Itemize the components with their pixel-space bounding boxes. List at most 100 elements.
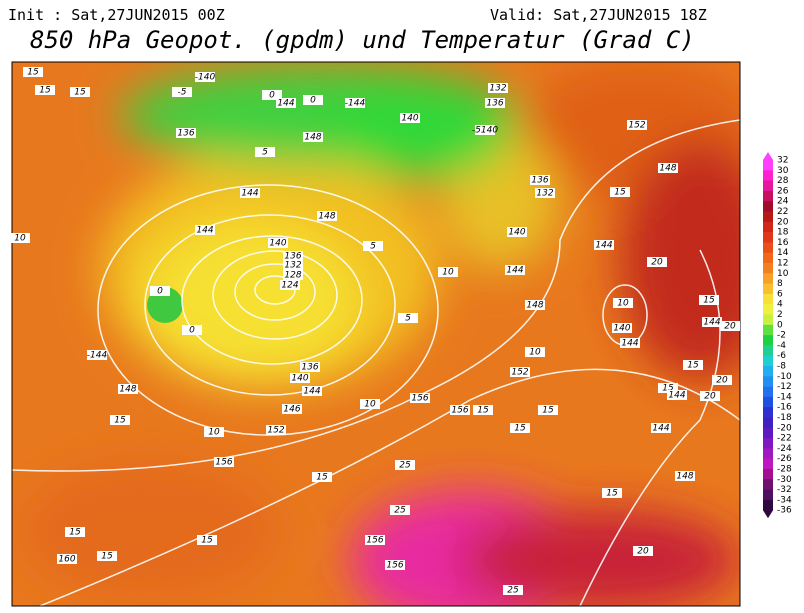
contour-label: 15: [703, 296, 715, 306]
colorbar-swatch: [763, 221, 773, 233]
colorbar-tick-label: 26: [777, 186, 789, 196]
colorbar-swatch: [763, 252, 773, 264]
colorbar-swatch: [763, 489, 773, 501]
contour-label: -5: [178, 88, 187, 98]
contour-label-bg: [266, 425, 286, 435]
contour-label: 10: [529, 348, 541, 358]
contour-label-bg: [667, 390, 687, 400]
contour-label: 15: [74, 88, 86, 98]
contour-label: 148: [304, 133, 321, 143]
colorbar-tick-label: -2: [777, 331, 786, 341]
contour-label: 20: [637, 547, 649, 557]
contour-label: 20: [651, 258, 663, 268]
colorbar-tick-label: 16: [777, 238, 789, 248]
init-time: Init : Sat,27JUN2015 00Z: [8, 6, 225, 24]
colorbar-swatch: [763, 335, 773, 346]
colorbar-swatch: [763, 324, 773, 336]
colorbar-tick-label: 6: [777, 289, 783, 299]
contour-label: 15: [477, 406, 489, 416]
colorbar-swatch: [763, 293, 773, 305]
colorbar-tick-label: -20: [777, 423, 792, 433]
contour-label: 146: [283, 405, 300, 415]
colorbar-swatch: [763, 201, 773, 212]
colorbar-swatch: [763, 211, 773, 223]
colorbar-tick-label: -4: [777, 341, 786, 351]
contour-label-bg: [57, 554, 77, 564]
colorbar-arrow-top: [763, 152, 773, 160]
contour-label: 15: [101, 552, 113, 562]
contour-label: 144: [303, 387, 320, 397]
colorbar-swatch: [763, 355, 773, 367]
contour-label-bg: [658, 383, 678, 393]
colorbar-swatch: [763, 242, 773, 254]
contour-label: -144: [345, 99, 366, 109]
contour-label-bg: [610, 187, 630, 197]
contour-label-bg: [176, 128, 196, 138]
colorbar-tick-label: -10: [777, 372, 792, 382]
contour-label: 5: [370, 242, 376, 252]
colorbar-swatch: [763, 304, 773, 315]
contour-label: 15: [69, 528, 81, 538]
contour-label: 156: [411, 394, 428, 404]
colorbar-swatch: [763, 376, 773, 388]
contour-label-bg: [398, 313, 418, 323]
contour-label-bg: [23, 67, 43, 77]
contour-label-bg: [363, 241, 383, 251]
colorbar-swatch: [763, 417, 773, 429]
contour-label-bg: [658, 163, 678, 173]
colorbar-swatch: [763, 345, 773, 357]
contour-label-bg: [612, 323, 632, 333]
colorbar-swatch: [763, 366, 773, 377]
colorbar-tick-label: -22: [777, 434, 792, 444]
contour-label-bg: [385, 560, 405, 570]
contour-label-bg: [530, 175, 550, 185]
colorbar-tick-label: -6: [777, 351, 786, 361]
colorbar-tick-label: 20: [777, 217, 789, 227]
colorbar-tick-label: 10: [777, 269, 789, 279]
contour-label: 140: [291, 374, 308, 384]
colorbar-tick-label: 22: [777, 207, 788, 217]
contour-label: 0: [189, 326, 195, 336]
colorbar-tick-label: 24: [777, 197, 789, 207]
contour-label: 15: [542, 406, 554, 416]
contour-label: 20: [724, 322, 736, 332]
contour-label-bg: [395, 460, 415, 470]
contour-label-bg: [360, 399, 380, 409]
colorbar-swatch: [763, 283, 773, 295]
contour-label-bg: [400, 113, 420, 123]
contour-label: 15: [606, 489, 618, 499]
contour-label-bg: [195, 72, 215, 82]
contour-label: 140: [269, 239, 286, 249]
colorbar-tick-label: -12: [777, 382, 792, 392]
contour-label-bg: [280, 280, 300, 290]
colorbar-tick-label: -8: [777, 362, 786, 372]
contour-label-bg: [390, 505, 410, 515]
contour-label: 156: [366, 536, 383, 546]
contour-label: 140: [401, 114, 418, 124]
contour-label: 144: [506, 266, 523, 276]
contour-label-bg: [312, 472, 332, 482]
contour-label: 15: [687, 361, 699, 371]
contour-label-bg: [712, 375, 732, 385]
contour-label: 148: [119, 385, 136, 395]
contour-label-bg: [97, 551, 117, 561]
colorbar-swatch: [763, 438, 773, 449]
map-title: 850 hPa Geopot. (gpdm) und Temperatur (G…: [30, 26, 695, 54]
contour-label: 132: [536, 189, 553, 199]
contour-label: 15: [201, 536, 213, 546]
valid-time: Valid: Sat,27JUN2015 18Z: [490, 6, 707, 24]
colorbar-tick-label: -16: [777, 403, 792, 413]
contour-label: 128: [284, 271, 301, 281]
colorbar-swatch: [763, 448, 773, 460]
colorbar-swatch: [763, 160, 773, 171]
colorbar-tick-label: 12: [777, 259, 788, 269]
colorbar-tick-label: -14: [777, 392, 792, 402]
contour-label: 152: [628, 121, 645, 131]
colorbar-swatch: [763, 314, 773, 326]
contour-label-bg: [35, 85, 55, 95]
contour-label: 148: [659, 164, 676, 174]
contour-label: 148: [676, 472, 693, 482]
contour-label: 136: [486, 99, 503, 109]
colorbar-swatch: [763, 273, 773, 285]
colorbar-swatch: [763, 427, 773, 439]
